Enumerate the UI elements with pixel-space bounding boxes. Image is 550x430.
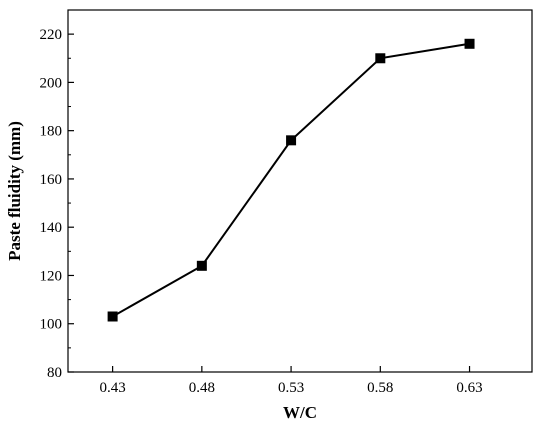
x-axis-title: W/C xyxy=(283,403,317,422)
plot-frame xyxy=(67,9,533,373)
y-tick-label-6: 200 xyxy=(40,75,63,91)
y-axis-title: Paste fluidity (mm) xyxy=(5,121,24,261)
series-line xyxy=(112,42,470,318)
data-point-3 xyxy=(375,53,386,64)
data-point-4 xyxy=(464,38,475,49)
y-tick-label-5: 180 xyxy=(40,124,63,140)
y-axis-ticks: 80 100 120 140 160 180 200 220 xyxy=(40,27,74,381)
y-tick-label-7: 220 xyxy=(40,27,63,43)
data-point-1 xyxy=(196,260,207,271)
x-tick-label-3: 0.58 xyxy=(367,380,393,396)
data-point-0 xyxy=(107,311,118,322)
series-markers xyxy=(107,38,475,322)
y-tick-label-4: 160 xyxy=(40,172,63,188)
y-tick-label-2: 120 xyxy=(40,268,63,284)
y-tick-label-3: 140 xyxy=(40,220,63,236)
y-tick-label-0: 80 xyxy=(47,365,62,381)
x-axis-ticks: 0.43 0.48 0.53 0.58 0.63 xyxy=(99,366,483,396)
y-tick-label-1: 100 xyxy=(40,317,63,333)
x-tick-label-0: 0.43 xyxy=(99,380,125,396)
data-point-2 xyxy=(286,135,297,146)
x-tick-label-1: 0.48 xyxy=(189,380,215,396)
x-tick-label-2: 0.53 xyxy=(278,380,304,396)
x-tick-label-4: 0.63 xyxy=(456,380,482,396)
